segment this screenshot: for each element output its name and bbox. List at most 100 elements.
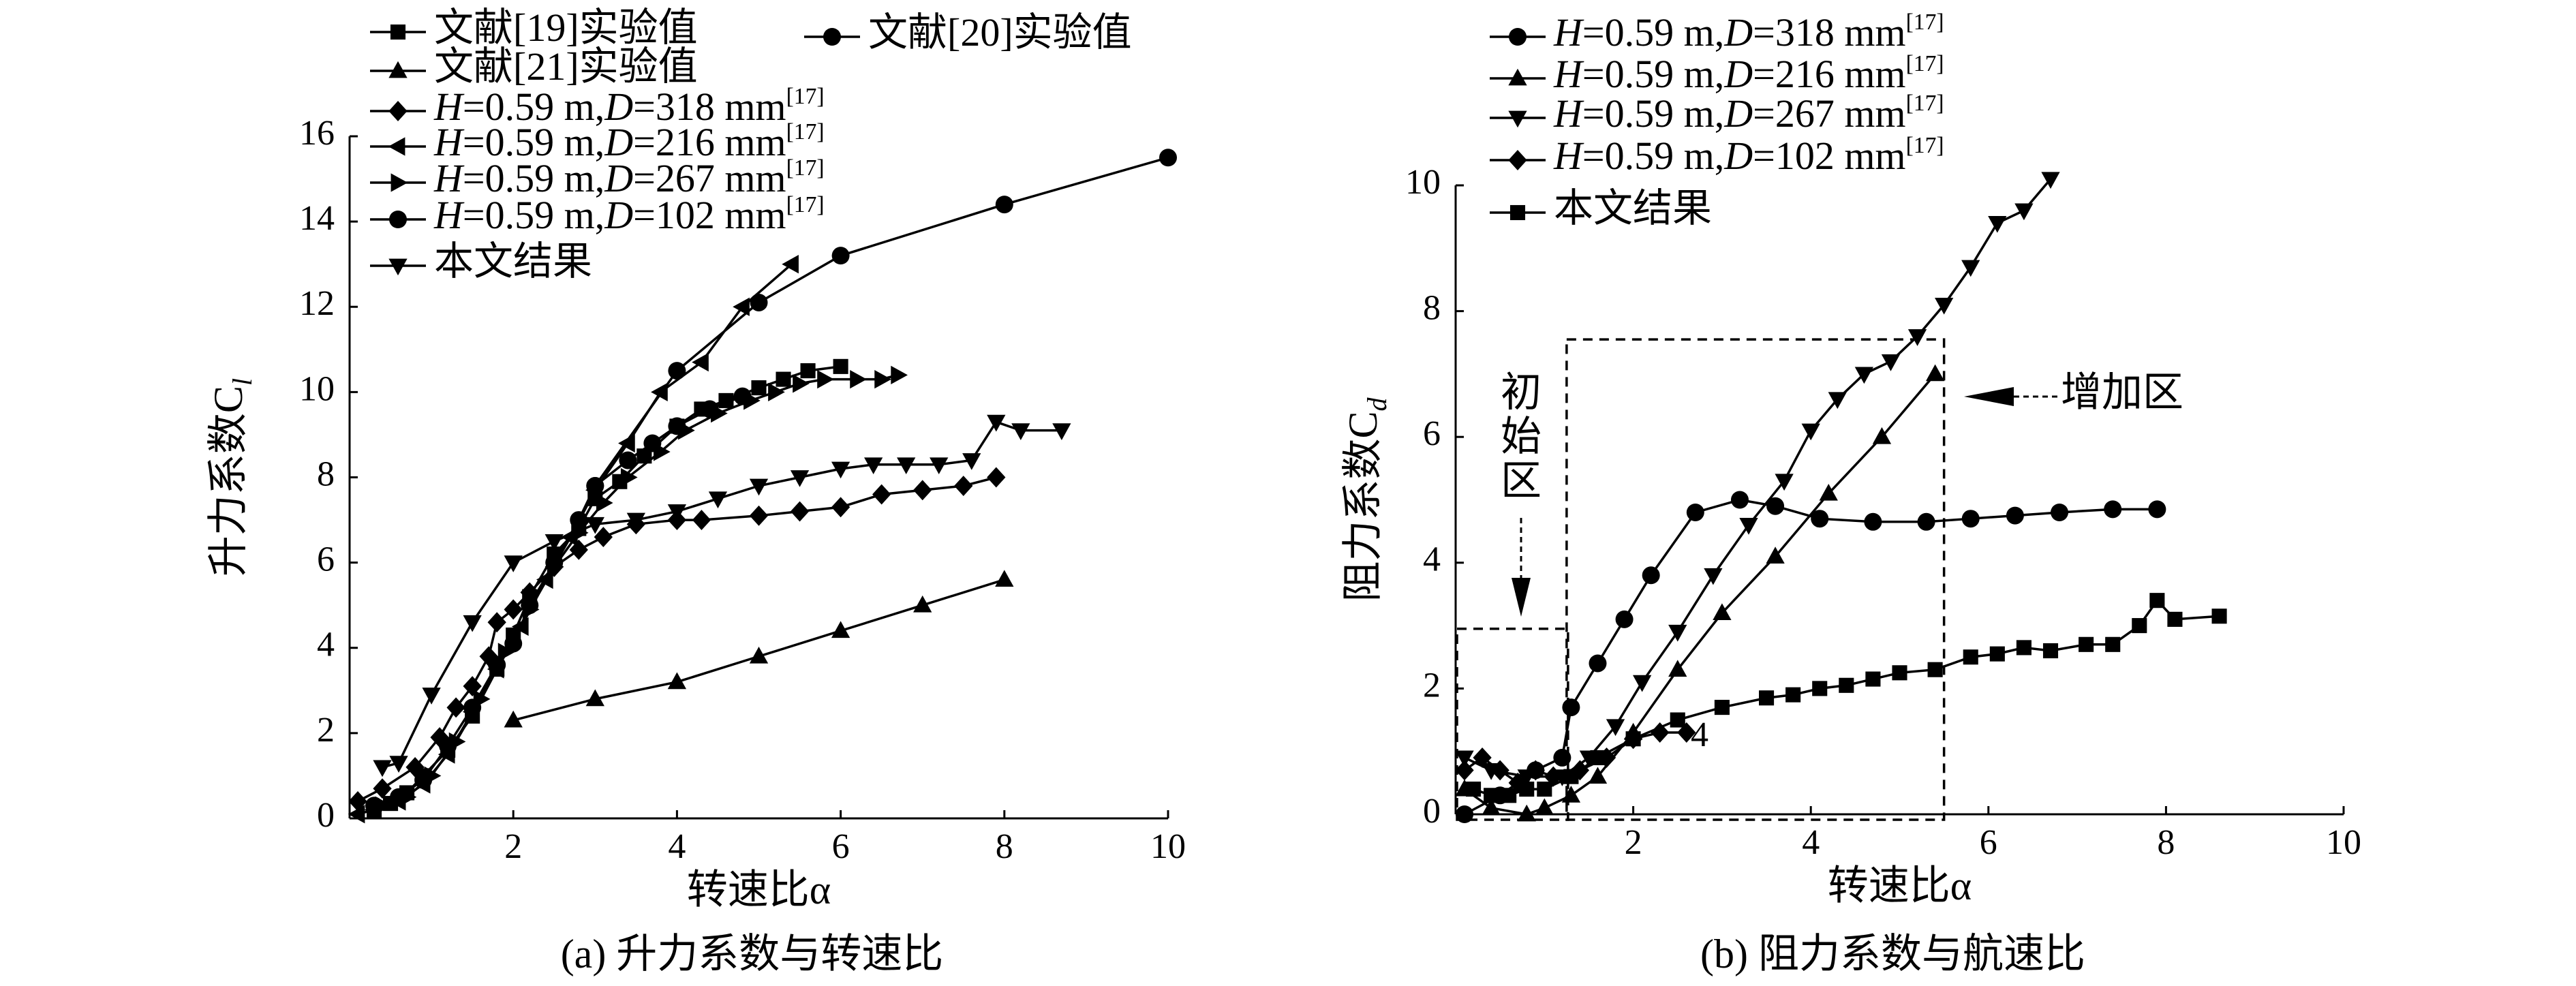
data-point — [1517, 804, 1536, 822]
legend-label-part: [17] — [786, 84, 825, 109]
data-point — [348, 805, 365, 824]
y-tick-label: 8 — [317, 455, 335, 493]
series-line — [1464, 178, 2052, 778]
data-point — [463, 615, 482, 632]
data-point — [831, 621, 850, 638]
legend-label: H=0.59 m,D=267 mm[17] — [433, 155, 825, 201]
data-point — [389, 756, 408, 773]
y-axis-title-text: 阻力系数C — [1340, 411, 1385, 602]
data-point — [1651, 722, 1670, 743]
increase-zone-label: 增加区 — [2061, 370, 2183, 415]
series-6 — [365, 387, 752, 815]
data-point — [1907, 329, 1927, 346]
data-point — [1484, 788, 1499, 803]
data-point — [1670, 712, 1685, 728]
data-point — [751, 380, 767, 396]
figure-caption: (a) 升力系数与转速比 — [561, 931, 944, 976]
data-point — [439, 737, 457, 755]
data-point — [987, 467, 1006, 488]
data-point — [545, 534, 564, 551]
legend-marker — [823, 28, 841, 46]
legend-label-part: =0.59 m, — [463, 156, 604, 200]
data-point — [545, 553, 564, 572]
data-point — [782, 255, 799, 274]
data-point — [750, 293, 768, 311]
legend-marker — [390, 173, 408, 192]
legend: H=0.59 m,D=318 mm[17]H=0.59 m,D=216 mm[1… — [1490, 10, 1944, 230]
legend-label: H=0.59 m,D=216 mm[17] — [1553, 51, 1944, 97]
legend-marker — [388, 101, 408, 121]
legend-label-part: 本文结果 — [434, 239, 592, 283]
legend-label-part: [17] — [1906, 91, 1944, 116]
data-point — [390, 788, 408, 806]
data-point — [521, 596, 539, 615]
legend-label-part: 本文结果 — [1554, 186, 1712, 230]
legend-label-part: H — [1553, 10, 1584, 55]
legend-label: H=0.59 m,D=318 mm[17] — [433, 84, 825, 129]
data-point — [1562, 698, 1580, 717]
series-line — [373, 395, 743, 807]
data-point — [651, 382, 668, 402]
data-point — [1537, 782, 1552, 797]
data-point — [897, 457, 916, 475]
y-tick-label: 10 — [299, 369, 335, 408]
annotations: 初始区 增加区 4 — [1456, 338, 2183, 821]
data-point — [1668, 624, 1687, 642]
y-axis-title: 升力系数Cl — [206, 378, 258, 576]
x-axis-title: 转速比α — [1828, 863, 1972, 908]
legend-label-part: H — [433, 120, 465, 164]
data-point — [643, 434, 662, 452]
data-point — [1963, 649, 1978, 665]
data-point — [1828, 392, 1847, 410]
legend-label: H=0.59 m,D=318 mm[17] — [1553, 10, 1944, 55]
initial-zone-box — [1456, 627, 1569, 821]
data-point — [1864, 512, 1882, 531]
y-axis-title: 阻力系数Cd — [1340, 397, 1392, 602]
initial-zone-label-char: 区 — [1501, 459, 1542, 504]
legend-marker — [1508, 110, 1527, 128]
data-point — [422, 688, 441, 705]
data-point — [1713, 603, 1732, 621]
data-point — [504, 599, 523, 620]
data-point — [1590, 750, 1606, 765]
data-point — [1052, 423, 1071, 440]
data-point — [749, 478, 769, 496]
data-point — [1801, 423, 1820, 441]
data-point — [872, 484, 891, 505]
data-point — [1561, 786, 1581, 803]
legend-marker — [388, 137, 405, 156]
data-point — [831, 461, 850, 479]
data-point — [793, 374, 810, 393]
legend-label-part: =0.59 m, — [1582, 10, 1724, 55]
y-tick-label: 0 — [317, 796, 335, 835]
data-point — [2041, 172, 2060, 189]
legend-label-part: =0.59 m, — [1582, 134, 1724, 178]
data-point — [962, 453, 981, 470]
data-point — [1606, 719, 1625, 737]
data-point — [1839, 677, 1854, 693]
data-point — [1589, 654, 1607, 673]
legend-label-part: =318 mm — [633, 84, 786, 129]
legend-marker — [389, 211, 407, 228]
data-point — [1466, 782, 1482, 797]
data-point — [768, 382, 785, 402]
y-tick-label: 14 — [299, 199, 335, 238]
initial-zone-label-char: 初 — [1501, 370, 1542, 415]
data-point — [626, 512, 645, 530]
data-point — [1961, 260, 1980, 277]
series-7 — [373, 414, 1071, 777]
legend-label-part: D — [604, 193, 633, 237]
data-point — [995, 570, 1014, 587]
data-point — [504, 710, 523, 728]
data-point — [488, 656, 506, 674]
data-point — [1739, 518, 1758, 535]
data-point — [596, 493, 613, 512]
data-point — [790, 501, 810, 522]
x-tick-label: 6 — [832, 827, 850, 866]
figure-caption: (b) 阻力系数与航速比 — [1700, 931, 2085, 976]
x-tick-label: 4 — [1802, 823, 1820, 862]
data-point — [2149, 593, 2165, 608]
data-point — [831, 497, 850, 518]
data-point — [1588, 767, 1608, 784]
